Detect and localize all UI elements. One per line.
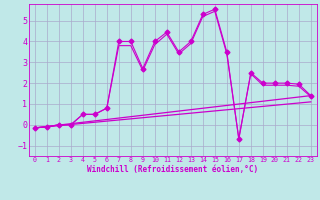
X-axis label: Windchill (Refroidissement éolien,°C): Windchill (Refroidissement éolien,°C) xyxy=(87,165,258,174)
